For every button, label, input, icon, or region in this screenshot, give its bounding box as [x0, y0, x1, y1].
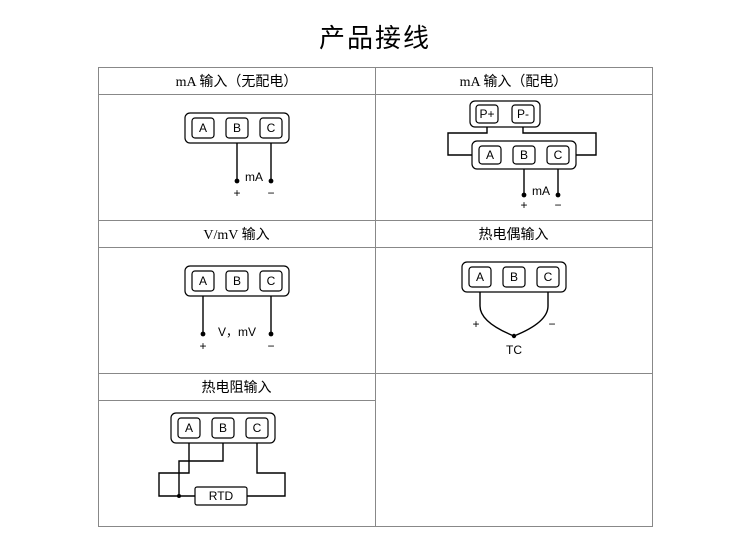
polarity-plus: + — [199, 339, 206, 353]
terminal-label: A — [198, 121, 206, 135]
terminal-label: C — [252, 421, 261, 435]
terminal-label: A — [184, 421, 192, 435]
polarity-plus: + — [520, 198, 527, 212]
terminal-label: C — [266, 121, 275, 135]
signal-label: mA — [245, 170, 263, 184]
polarity-plus: + — [233, 186, 240, 200]
cell-header: 热电阻输入 — [99, 374, 375, 401]
terminal-label: B — [509, 270, 517, 284]
polarity-minus: − — [267, 339, 274, 353]
signal-label: TC — [506, 343, 522, 357]
diagram-v-mv: A B C V，mV + − — [99, 248, 375, 373]
terminal-label: C — [553, 148, 562, 162]
power-terminal-label: P- — [517, 107, 529, 121]
cell-ma-power: mA 输入（配电） P+ P- A B — [375, 68, 652, 221]
cell-header: mA 输入（无配电） — [99, 68, 375, 95]
rtd-label: RTD — [208, 489, 233, 503]
terminal-label: B — [232, 121, 240, 135]
cell-header: mA 输入（配电） — [376, 68, 652, 95]
terminal-label: C — [543, 270, 552, 284]
diagram-rtd: A B C RTD — [99, 401, 375, 526]
signal-label: mA — [532, 184, 550, 198]
cell-header: V/mV 输入 — [99, 221, 375, 248]
page-title: 产品接线 — [0, 0, 750, 67]
terminal-label: A — [198, 274, 206, 288]
power-terminal-label: P+ — [479, 107, 494, 121]
diagram-tc: A B C + − TC — [376, 248, 652, 373]
terminal-label: A — [475, 270, 483, 284]
terminal-label: B — [519, 148, 527, 162]
diagram-ma-power: P+ P- A B C — [376, 95, 652, 220]
terminal-label: A — [485, 148, 493, 162]
polarity-plus: + — [472, 317, 479, 331]
polarity-minus: − — [267, 186, 274, 200]
cell-v-mv: V/mV 输入 A B C V，mV + − — [98, 221, 375, 374]
wiring-grid: mA 输入（无配电） A B C mA + — [98, 67, 653, 527]
polarity-minus: − — [548, 317, 555, 331]
cell-empty — [375, 374, 652, 527]
terminal-label: C — [266, 274, 275, 288]
polarity-minus: − — [554, 198, 561, 212]
cell-tc: 热电偶输入 A B C + − TC — [375, 221, 652, 374]
signal-label: V，mV — [217, 325, 255, 339]
cell-header: 热电偶输入 — [376, 221, 652, 248]
cell-ma-no-power: mA 输入（无配电） A B C mA + — [98, 68, 375, 221]
terminal-label: B — [232, 274, 240, 288]
cell-rtd: 热电阻输入 A B C RTD — [98, 374, 375, 527]
diagram-ma-no-power: A B C mA + − — [99, 95, 375, 220]
terminal-label: B — [218, 421, 226, 435]
